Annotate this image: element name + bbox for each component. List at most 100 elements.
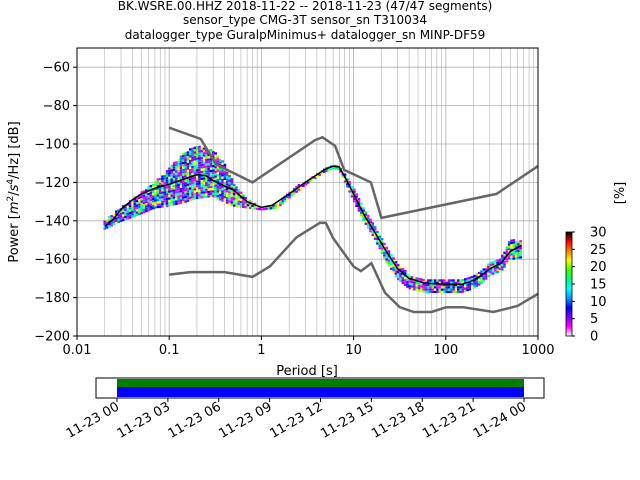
- ppsd-cell: [235, 200, 238, 203]
- ppsd-cell: [170, 164, 174, 167]
- ppsd-cell: [207, 190, 211, 193]
- ppsd-cell: [468, 279, 472, 282]
- ppsd-cell: [128, 211, 132, 214]
- ppsd-cell: [177, 192, 181, 196]
- ppsd-cell: [175, 184, 178, 187]
- ppsd-cell: [519, 247, 523, 250]
- ppsd-cell: [392, 271, 395, 274]
- ppsd-cell: [429, 288, 432, 291]
- ppsd-cell: [279, 204, 282, 207]
- ppsd-cell: [207, 183, 211, 187]
- ppsd-cell: [223, 163, 227, 167]
- ppsd-cell: [198, 168, 201, 172]
- ppsd-cell: [170, 173, 174, 177]
- ppsd-cell: [121, 218, 125, 222]
- ppsd-cell: [214, 166, 217, 169]
- ppsd-cell: [200, 166, 204, 169]
- ppsd-cell: [138, 199, 141, 202]
- ppsd-cell: [219, 184, 222, 187]
- ppsd-cell: [399, 279, 402, 283]
- ppsd-cell: [191, 182, 194, 185]
- ppsd-cell: [184, 156, 187, 159]
- ppsd-cell: [237, 205, 241, 208]
- ppsd-cell: [417, 282, 421, 285]
- ppsd-cell: [135, 206, 139, 210]
- ppsd-cell: [212, 151, 215, 154]
- ppsd-cell: [242, 201, 245, 204]
- ppsd-cell: [309, 179, 312, 183]
- ppsd-cell: [163, 179, 167, 182]
- ppsd-cell: [517, 256, 520, 259]
- ppsd-cell: [383, 249, 386, 252]
- ppsd-cell: [415, 288, 419, 292]
- ppsd-cell: [179, 192, 183, 195]
- ppsd-cell: [387, 261, 391, 265]
- ppsd-cell: [487, 270, 490, 273]
- ppsd-cell: [378, 244, 382, 248]
- ppsd-cell: [239, 191, 243, 194]
- ppsd-cell: [202, 195, 206, 199]
- ppsd-cell: [221, 164, 224, 168]
- ppsd-cell: [242, 205, 245, 209]
- ppsd-cell: [170, 192, 174, 195]
- ppsd-cell: [172, 161, 176, 165]
- ppsd-cell: [484, 272, 488, 276]
- ppsd-cell: [172, 182, 176, 185]
- ppsd-cell: [362, 207, 365, 210]
- ppsd-cell: [225, 171, 229, 174]
- ppsd-cell: [514, 245, 518, 248]
- ppsd-cell: [172, 196, 176, 199]
- ppsd-cell: [459, 288, 462, 291]
- ppsd-cell: [154, 197, 157, 200]
- ppsd-cell: [283, 200, 287, 203]
- ppsd-cell: [165, 190, 169, 194]
- ppsd-cell: [232, 197, 236, 200]
- ppsd-cell: [207, 172, 211, 175]
- ppsd-cell: [517, 240, 520, 243]
- colorbar: 0 5 10 15 20 25 30 [%]: [565, 182, 628, 345]
- ppsd-cell: [228, 195, 231, 198]
- ppsd-cell: [179, 197, 183, 200]
- ppsd-cell: [202, 152, 206, 155]
- ppsd-cell: [158, 177, 162, 181]
- ppsd-cell: [188, 192, 192, 195]
- ppsd-cell: [205, 165, 208, 168]
- ppsd-cell: [422, 288, 425, 291]
- ppsd-cell: [133, 205, 137, 208]
- ppsd-cell: [198, 187, 201, 190]
- ppsd-cell: [186, 153, 190, 156]
- ppsd-cell: [156, 201, 160, 204]
- ppsd-cell: [216, 194, 220, 198]
- ppsd-cell: [209, 181, 213, 184]
- ppsd-cell: [195, 164, 199, 167]
- ppsd-cell: [519, 256, 523, 259]
- ppsd-cell: [473, 274, 476, 278]
- ppsd-cell: [179, 169, 183, 172]
- ppsd-cell: [484, 265, 488, 269]
- ppsd-cell: [188, 171, 192, 174]
- ppsd-cell: [182, 164, 185, 167]
- ppsd-cell: [184, 179, 187, 182]
- ppsd-cell: [198, 184, 201, 188]
- ppsd-cell: [329, 167, 333, 170]
- ppsd-cell: [195, 194, 199, 197]
- ppsd-cell: [202, 156, 206, 159]
- ppsd-cell: [198, 150, 201, 153]
- ppsd-cell: [237, 200, 241, 203]
- ppsd-cell: [105, 221, 109, 224]
- ppsd-cell: [489, 266, 493, 269]
- title-line-1: BK.WSRE.00.HHZ 2018-11-22 -- 2018-11-23 …: [118, 0, 493, 13]
- ppsd-cell: [121, 205, 125, 208]
- ppsd-cell: [212, 155, 215, 158]
- ppsd-cell: [179, 160, 183, 163]
- ppsd-cell: [156, 192, 160, 195]
- ppsd-cell: [184, 198, 187, 201]
- ppsd-cell: [396, 273, 400, 276]
- ppsd-cell: [214, 170, 217, 173]
- ppsd-cell: [512, 241, 516, 244]
- ppsd-cell: [232, 190, 236, 193]
- ppsd-cell: [191, 163, 194, 166]
- ppsd-cell: [191, 186, 194, 189]
- ppsd-cell: [186, 162, 190, 166]
